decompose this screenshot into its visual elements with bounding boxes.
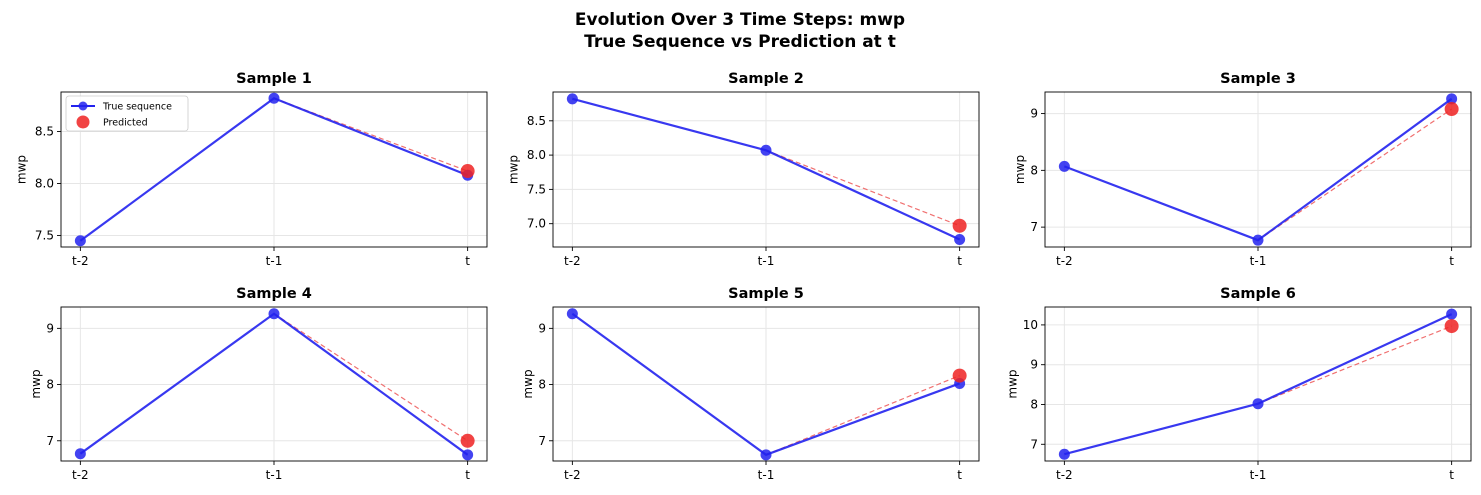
y-tick-label: 8 bbox=[1030, 163, 1038, 177]
true-point bbox=[566, 308, 578, 320]
subplot-title: Sample 1 bbox=[236, 71, 312, 87]
y-tick-label: 9 bbox=[538, 321, 546, 335]
true-point bbox=[1446, 93, 1458, 105]
true-point bbox=[1058, 160, 1070, 172]
y-axis-label: mwp bbox=[14, 155, 28, 184]
x-tick-label: t bbox=[465, 254, 470, 268]
predicted-point bbox=[460, 433, 475, 448]
true-point bbox=[268, 92, 280, 104]
y-tick-label: 8 bbox=[1030, 397, 1038, 411]
y-tick-label: 7 bbox=[538, 434, 546, 448]
predicted-point bbox=[952, 218, 967, 233]
predicted-point bbox=[952, 368, 967, 383]
x-tick-label: t-2 bbox=[72, 468, 89, 482]
true-point bbox=[74, 235, 86, 247]
legend-pred-label: Predicted bbox=[103, 118, 148, 129]
true-point bbox=[1252, 398, 1264, 410]
subplot-title: Sample 6 bbox=[1220, 286, 1296, 302]
y-tick-label: 9 bbox=[46, 321, 54, 335]
subplot-title: Sample 5 bbox=[728, 286, 804, 302]
true-point bbox=[1252, 234, 1264, 246]
true-point bbox=[1058, 448, 1070, 460]
prediction-dashed-line bbox=[1257, 325, 1452, 405]
true-point bbox=[462, 449, 474, 461]
x-tick-label: t bbox=[1449, 254, 1454, 268]
y-tick-label: 8.5 bbox=[35, 125, 54, 139]
x-tick-label: t-2 bbox=[564, 468, 581, 482]
prediction-dashed-line bbox=[765, 149, 960, 227]
subplot-grid: t-2 t-1 t 7.5 8.0 8.5 Sample 1 mwp True sequence… bbox=[14, 71, 1472, 482]
y-axis-label: mwp bbox=[1013, 155, 1027, 184]
y-tick-label: 8.0 bbox=[35, 177, 54, 191]
subplot-title: Sample 3 bbox=[1220, 71, 1296, 87]
true-point bbox=[268, 308, 280, 320]
y-tick-label: 8 bbox=[46, 378, 54, 392]
y-tick-label: 8.5 bbox=[527, 114, 546, 128]
x-tick-label: t bbox=[957, 468, 962, 482]
y-tick-label: 7.0 bbox=[527, 217, 546, 231]
subplot-6: t-2 t-1 t 7 8 9 10 Sample 6 mwp bbox=[1006, 286, 1472, 482]
subplot-4: t-2 t-1 t 7 8 9 Sample 4 mwp bbox=[29, 286, 488, 482]
true-point bbox=[760, 144, 772, 156]
prediction-dashed-line bbox=[273, 313, 468, 442]
x-tick-label: t-1 bbox=[1250, 468, 1267, 482]
y-tick-label: 8.0 bbox=[527, 148, 546, 162]
figure-title-line1: Evolution Over 3 Time Steps: mwp bbox=[575, 10, 905, 30]
predicted-point bbox=[460, 164, 475, 179]
true-point bbox=[954, 233, 966, 245]
y-tick-label: 8 bbox=[538, 378, 546, 392]
x-tick-label: t bbox=[1449, 468, 1454, 482]
prediction-dashed-line bbox=[765, 375, 960, 456]
predicted-point bbox=[1444, 102, 1459, 117]
subplot-3: t-2 t-1 t 7 8 9 Sample 3 mwp bbox=[1013, 71, 1472, 268]
y-tick-label: 7 bbox=[46, 434, 54, 448]
true-point bbox=[1446, 308, 1458, 320]
legend-true-label: True sequence bbox=[102, 102, 172, 113]
y-tick-label: 7 bbox=[1030, 220, 1038, 234]
y-axis-label: mwp bbox=[506, 155, 520, 184]
true-point bbox=[566, 93, 578, 105]
y-tick-label: 9 bbox=[1030, 358, 1038, 372]
y-tick-label: 7.5 bbox=[527, 182, 546, 196]
legend-box bbox=[65, 95, 189, 132]
x-tick-label: t-1 bbox=[1250, 254, 1267, 268]
y-tick-label: 7.5 bbox=[35, 229, 54, 243]
x-tick-label: t bbox=[957, 254, 962, 268]
subplot-5: t-2 t-1 t 7 8 9 Sample 5 mwp bbox=[521, 286, 980, 482]
subplot-2: t-2 t-1 t 7.0 7.5 8.0 8.5 Sample 2 mwp bbox=[506, 71, 980, 268]
y-axis-label: mwp bbox=[29, 369, 43, 398]
true-point bbox=[760, 449, 772, 461]
x-tick-label: t-1 bbox=[758, 254, 775, 268]
true-point bbox=[74, 448, 86, 460]
y-axis-label: mwp bbox=[1006, 369, 1020, 398]
legend: True sequence Predicted bbox=[65, 95, 189, 132]
prediction-dashed-line bbox=[1257, 108, 1452, 241]
legend-pred-marker bbox=[76, 115, 90, 129]
y-tick-label: 7 bbox=[1030, 437, 1038, 451]
x-tick-label: t-1 bbox=[266, 254, 283, 268]
x-tick-label: t-1 bbox=[758, 468, 775, 482]
x-tick-label: t-2 bbox=[1056, 254, 1073, 268]
x-tick-label: t-2 bbox=[1056, 468, 1073, 482]
figure-title-line2: True Sequence vs Prediction at t bbox=[584, 32, 896, 52]
x-tick-label: t-1 bbox=[266, 468, 283, 482]
subplot-1: t-2 t-1 t 7.5 8.0 8.5 Sample 1 mwp True sequence… bbox=[14, 71, 488, 268]
y-axis-label: mwp bbox=[521, 369, 535, 398]
x-tick-label: t bbox=[465, 468, 470, 482]
y-tick-label: 9 bbox=[1030, 107, 1038, 121]
subplot-title: Sample 4 bbox=[236, 286, 312, 302]
subplot-title: Sample 2 bbox=[728, 71, 804, 87]
predicted-point bbox=[1444, 319, 1459, 334]
x-tick-label: t-2 bbox=[72, 254, 89, 268]
y-tick-label: 10 bbox=[1023, 318, 1038, 332]
legend-true-marker bbox=[78, 101, 88, 111]
x-tick-label: t-2 bbox=[564, 254, 581, 268]
